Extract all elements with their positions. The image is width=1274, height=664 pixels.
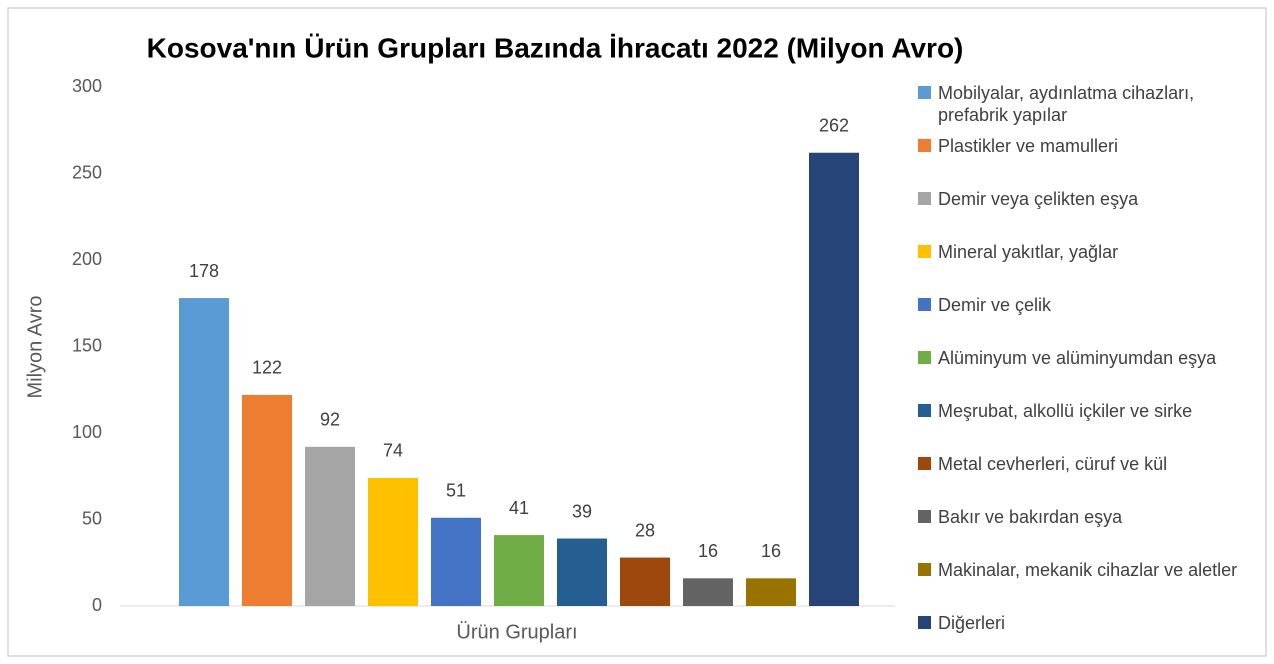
data-label: 28 xyxy=(635,520,655,540)
data-label: 74 xyxy=(383,441,403,461)
chart-title: Kosova'nın Ürün Grupları Bazında İhracat… xyxy=(147,32,964,63)
data-label: 92 xyxy=(320,410,340,430)
legend-item: Alüminyum ve alüminyumdan eşya xyxy=(916,347,1256,369)
y-tick-label: 100 xyxy=(72,422,102,442)
legend-label: Demir veya çelikten eşya xyxy=(938,189,1139,209)
bar xyxy=(431,517,481,606)
legend-item: Demir ve çelik xyxy=(916,294,1256,316)
legend-label: Makinalar, mekanik cihazlar ve aletler xyxy=(938,560,1238,580)
bar xyxy=(494,535,544,606)
y-tick-label: 0 xyxy=(92,595,102,615)
y-tick-label: 300 xyxy=(72,76,102,96)
legend-swatch xyxy=(918,404,931,417)
legend-label: Demir ve çelik xyxy=(938,295,1052,315)
legend-label: Metal cevherleri, cüruf ve kül xyxy=(938,454,1168,474)
bar xyxy=(179,298,229,606)
legend-swatch xyxy=(918,139,931,152)
data-label: 41 xyxy=(509,498,529,518)
bar xyxy=(683,578,733,606)
bar xyxy=(620,557,670,606)
data-label: 16 xyxy=(698,541,718,561)
legend-swatch xyxy=(918,510,931,523)
bar xyxy=(557,538,607,606)
legend-item: Meşrubat, alkollü içkiler ve sirke xyxy=(916,400,1256,422)
legend-label: Meşrubat, alkollü içkiler ve sirke xyxy=(938,401,1193,421)
legend-swatch xyxy=(918,616,931,629)
legend-item: Makinalar, mekanik cihazlar ve aletler xyxy=(916,559,1256,581)
legend-label: Plastikler ve mamulleri xyxy=(938,136,1119,156)
legend-swatch xyxy=(918,86,931,99)
bar xyxy=(242,394,292,606)
legend-label: Alüminyum ve alüminyumdan eşya xyxy=(938,348,1217,368)
y-tick-label: 150 xyxy=(72,335,102,355)
legend-item: Mineral yakıtlar, yağlar xyxy=(916,241,1256,263)
legend-swatch xyxy=(918,298,931,311)
legend-swatch xyxy=(918,192,931,205)
data-label: 51 xyxy=(446,481,466,501)
legend-item: Demir veya çelikten eşya xyxy=(916,188,1256,210)
data-label: 39 xyxy=(572,501,592,521)
data-label: 16 xyxy=(761,541,781,561)
legend-label: Bakır ve bakırdan eşya xyxy=(938,507,1123,527)
data-label: 122 xyxy=(252,358,282,378)
data-label: 262 xyxy=(819,115,849,135)
y-tick-label: 200 xyxy=(72,249,102,269)
legend-item: Bakır ve bakırdan eşya xyxy=(916,506,1256,528)
legend-swatch xyxy=(918,351,931,364)
bar xyxy=(305,446,355,606)
y-tick-label: 50 xyxy=(82,508,102,528)
legend-swatch xyxy=(918,245,931,258)
bar xyxy=(746,578,796,606)
legend-item: Metal cevherleri, cüruf ve kül xyxy=(916,453,1256,475)
legend-label: Mobilyalar, aydınlatma cihazları, prefab… xyxy=(938,83,1195,125)
legend-item: Plastikler ve mamulleri xyxy=(916,135,1256,157)
legend-label: Diğerleri xyxy=(938,613,1006,633)
y-tick-label: 250 xyxy=(72,162,102,182)
x-axis-label: Ürün Grupları xyxy=(456,621,577,643)
legend-item: Mobilyalar, aydınlatma cihazları, prefab… xyxy=(916,82,1256,126)
legend-label: Mineral yakıtlar, yağlar xyxy=(938,242,1119,262)
legend-swatch xyxy=(918,563,931,576)
legend-item: Diğerleri xyxy=(916,612,1256,634)
legend-swatch xyxy=(918,457,931,470)
data-label: 178 xyxy=(189,261,219,281)
bar xyxy=(368,477,418,606)
y-axis-label: Milyon Avro xyxy=(24,295,46,398)
bar xyxy=(809,152,859,607)
